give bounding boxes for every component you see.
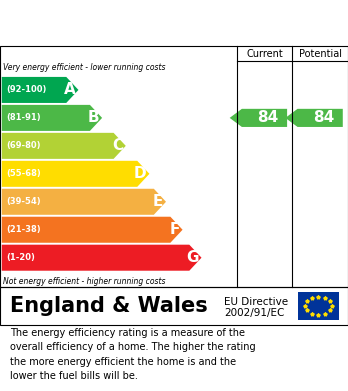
Polygon shape: [2, 217, 183, 243]
Text: Current: Current: [246, 48, 283, 59]
Text: (1-20): (1-20): [6, 253, 35, 262]
Text: (21-38): (21-38): [6, 225, 41, 234]
Polygon shape: [2, 161, 149, 187]
Polygon shape: [230, 109, 287, 127]
Text: (81-91): (81-91): [6, 113, 41, 122]
Text: A: A: [64, 83, 76, 97]
Polygon shape: [2, 133, 126, 159]
Text: C: C: [112, 138, 123, 153]
Polygon shape: [285, 109, 343, 127]
Text: EU Directive: EU Directive: [224, 296, 288, 307]
Text: B: B: [88, 110, 99, 126]
Text: 84: 84: [313, 110, 334, 126]
Polygon shape: [2, 77, 78, 103]
Text: 84: 84: [257, 110, 279, 126]
Text: (92-100): (92-100): [6, 85, 47, 95]
Text: (39-54): (39-54): [6, 197, 41, 206]
Text: E: E: [153, 194, 163, 209]
Text: Very energy efficient - lower running costs: Very energy efficient - lower running co…: [3, 63, 166, 72]
Text: (69-80): (69-80): [6, 142, 41, 151]
Polygon shape: [2, 245, 201, 271]
Text: Energy Efficiency Rating: Energy Efficiency Rating: [10, 15, 239, 33]
Text: England & Wales: England & Wales: [10, 296, 208, 316]
Text: The energy efficiency rating is a measure of the
overall efficiency of a home. T: The energy efficiency rating is a measur…: [10, 328, 256, 381]
Text: (55-68): (55-68): [6, 169, 41, 178]
Bar: [298, 292, 339, 320]
Text: D: D: [134, 166, 147, 181]
Polygon shape: [2, 105, 102, 131]
Polygon shape: [2, 189, 166, 215]
Text: F: F: [169, 222, 180, 237]
Text: Not energy efficient - higher running costs: Not energy efficient - higher running co…: [3, 277, 166, 286]
Text: G: G: [186, 250, 199, 265]
Text: Potential: Potential: [299, 48, 342, 59]
Text: 2002/91/EC: 2002/91/EC: [224, 308, 285, 318]
